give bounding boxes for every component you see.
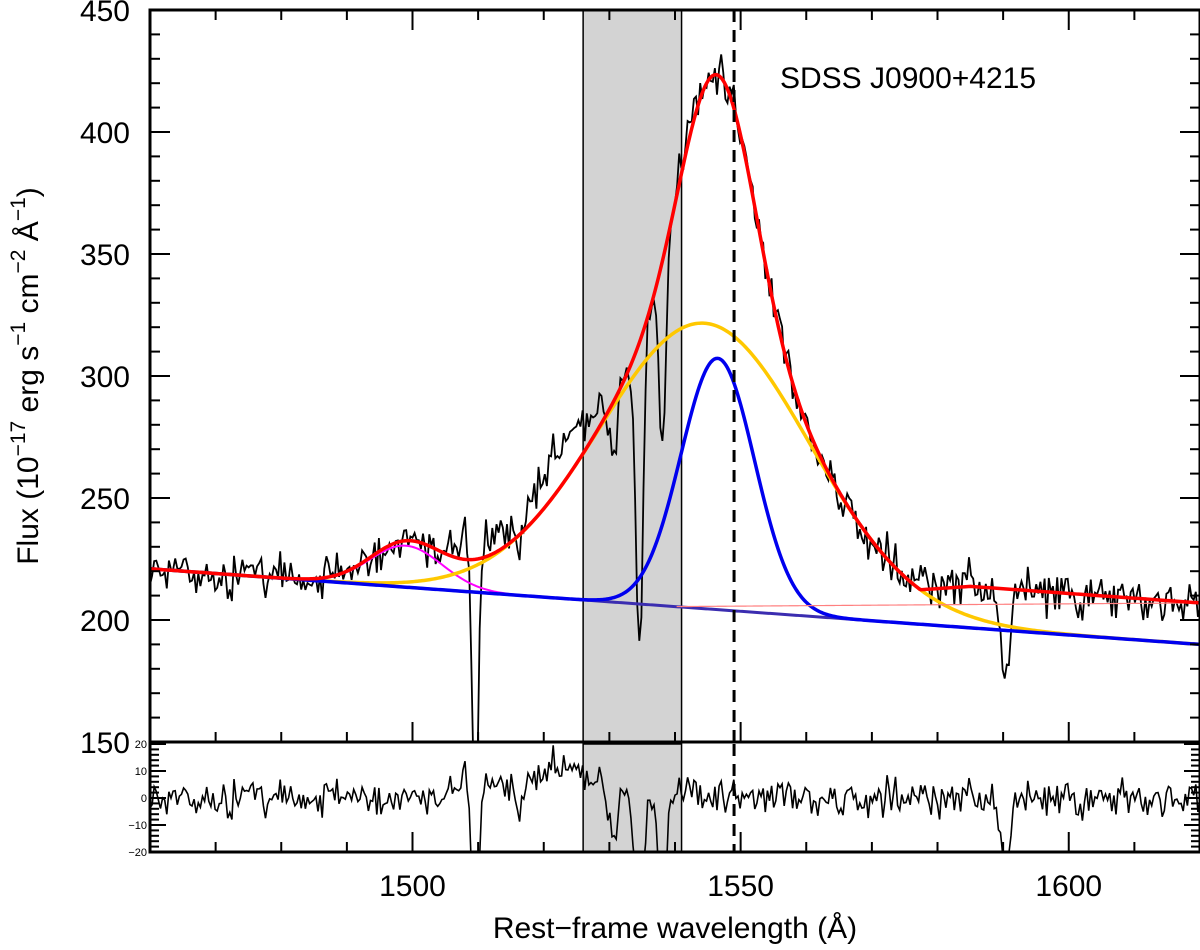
y-tick-label: 250 [80,483,130,516]
narrow-component-line [150,356,1200,647]
residual-y-tick-label: −10 [128,820,147,832]
residual-y-tick-label: 20 [135,739,147,751]
x-tick-label: 1550 [707,870,774,903]
y-axis-title-exp2: −1 [7,322,30,346]
y-axis-title-mid1: erg s [12,346,45,421]
main-panel-plot [150,10,1200,742]
object-annotation: SDSS J0900+4215 [780,62,1036,95]
y-tick-label: 450 [80,0,130,28]
residual-y-tick-label: 0 [141,793,147,805]
y-axis-title-exp3: −2 [7,250,30,274]
y-axis-title-base: Flux (10 [12,456,45,564]
residual-panel-plot [150,744,1200,852]
y-tick-label: 400 [80,117,130,150]
x-tick-label: 1600 [1035,870,1102,903]
y-axis-title-exp1: −17 [7,421,30,457]
y-axis-title: Flux (10−17 erg s−1 cm−2 Å−1) [7,187,45,565]
y-tick-label: 350 [80,239,130,272]
y-axis-title-exp4: −1 [7,197,30,221]
y-axis-title-mid2: cm [12,273,45,321]
residual-line [150,745,1200,852]
y-tick-label: 150 [80,727,130,760]
y-axis-title-end: ) [12,187,45,197]
total-fit-line [150,72,1200,605]
residual-y-tick-label: −20 [128,847,147,859]
x-axis-title: Rest−frame wavelength (Å) [493,912,857,945]
y-tick-label: 200 [80,605,130,638]
y-axis-title-mid3: Å [12,221,45,249]
residual-y-tick-label: 10 [135,766,147,778]
axis-ticks: 1500 1550 1600 150 200 250 300 350 400 450 20 10 0 −1… [80,0,1200,903]
y-tick-label: 300 [80,361,130,394]
x-tick-label: 1500 [379,870,446,903]
continuum-plus-weak-line [676,602,1200,608]
